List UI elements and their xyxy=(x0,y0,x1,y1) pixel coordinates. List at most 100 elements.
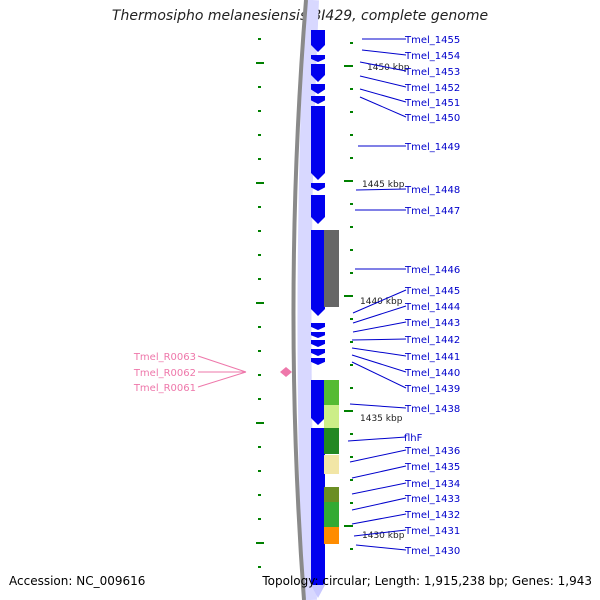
gene-label-tmel_1441[interactable]: Tmel_1441 xyxy=(351,347,460,363)
cds-feature[interactable] xyxy=(311,64,325,82)
feature-block[interactable] xyxy=(324,428,339,454)
gene-label-tmel_1455[interactable]: Tmel_1455 xyxy=(362,35,460,46)
scale-tick xyxy=(350,88,353,90)
kbp-label: 1430 kbp xyxy=(362,531,405,541)
gene-label-text: Tmel_1453 xyxy=(404,67,460,78)
cds-feature[interactable] xyxy=(311,358,325,365)
scale-tick xyxy=(258,206,261,208)
gene-label-text: Tmel_1451 xyxy=(404,98,460,109)
gene-label-text: Tmel_1433 xyxy=(404,494,460,505)
scale-tick xyxy=(350,387,353,389)
gene-label-tmel_1439[interactable]: Tmel_1439 xyxy=(351,361,460,395)
cds-feature[interactable] xyxy=(311,340,325,347)
kbp-label: 1440 kbp xyxy=(360,297,403,307)
feature-block[interactable] xyxy=(324,502,339,527)
scale-tick xyxy=(350,456,353,458)
gene-label-tmel_1451[interactable]: Tmel_1451 xyxy=(359,88,460,109)
gene-label-tmel_1432[interactable]: Tmel_1432 xyxy=(351,510,460,525)
rna-label-tmel_r0063[interactable]: Tmel_R0063 xyxy=(133,352,247,373)
feature-block[interactable] xyxy=(324,405,339,428)
colored-features xyxy=(280,230,339,544)
scale-tick xyxy=(256,62,264,64)
gene-label-tmel_1453[interactable]: Tmel_1453 xyxy=(359,61,460,78)
scale-tick xyxy=(258,86,261,88)
cds-feature[interactable] xyxy=(311,84,325,94)
scale-tick xyxy=(350,157,353,159)
scale-tick xyxy=(350,364,353,366)
gene-label-text: Tmel_1454 xyxy=(404,51,460,62)
gene-label-tmel_1431[interactable]: Tmel_1431 xyxy=(353,526,460,537)
genome-title: Thermosipho melanesiensis BI429, complet… xyxy=(111,8,489,24)
feature-block[interactable] xyxy=(324,455,339,474)
scale-tick xyxy=(350,203,353,205)
gene-label-text: Tmel_1435 xyxy=(404,462,460,473)
feature-block[interactable] xyxy=(324,380,339,405)
gene-label-tmel_1450[interactable]: Tmel_1450 xyxy=(359,96,460,124)
scale-tick xyxy=(256,542,264,544)
cds-feature[interactable] xyxy=(311,183,325,191)
cds-feature[interactable] xyxy=(311,96,325,104)
gene-label-tmel_1444[interactable]: Tmel_1444 xyxy=(352,302,460,324)
rna-label-tmel_r0062[interactable]: Tmel_R0062 xyxy=(133,368,246,379)
cds-feature[interactable] xyxy=(311,195,325,224)
cds-feature[interactable] xyxy=(311,428,325,590)
gene-label-tmel_1446[interactable]: Tmel_1446 xyxy=(355,265,460,276)
gene-label-text: Tmel_1441 xyxy=(404,352,460,363)
gene-label-tmel_1434[interactable]: Tmel_1434 xyxy=(351,479,460,495)
scale-tick xyxy=(256,302,264,304)
gene-label-tmel_1448[interactable]: Tmel_1448 xyxy=(355,185,460,196)
gene-label-tmel_1449[interactable]: Tmel_1449 xyxy=(358,142,460,153)
gene-label-text: Tmel_1439 xyxy=(404,384,460,395)
cds-feature[interactable] xyxy=(311,380,325,425)
feature-block[interactable] xyxy=(324,230,339,307)
gene-label-text: Tmel_1436 xyxy=(404,446,460,457)
scale-tick xyxy=(350,548,353,550)
gene-label-tmel_1430[interactable]: Tmel_1430 xyxy=(355,544,460,557)
cds-feature[interactable] xyxy=(311,323,325,330)
gene-label-text: Tmel_1445 xyxy=(404,286,460,297)
feature-block[interactable] xyxy=(324,487,339,502)
rna-label-tmel_r0061[interactable]: Tmel_R0061 xyxy=(133,371,247,394)
cds-feature[interactable] xyxy=(311,55,325,62)
gene-label-tmel_1447[interactable]: Tmel_1447 xyxy=(355,206,460,217)
cds-feature[interactable] xyxy=(311,30,325,52)
gene-labels[interactable]: Tmel_1455 Tmel_1454 Tmel_1453 Tmel_1452 Tmel… xyxy=(347,35,460,557)
cds-feature[interactable] xyxy=(311,332,325,338)
gene-label-tmel_1452[interactable]: Tmel_1452 xyxy=(359,75,460,94)
gene-label-tmel_1433[interactable]: Tmel_1433 xyxy=(351,494,460,511)
gene-label-tmel_1454[interactable]: Tmel_1454 xyxy=(361,49,460,62)
scale-tick xyxy=(258,398,261,400)
gene-label-tmel_1438[interactable]: Tmel_1438 xyxy=(349,403,460,415)
gene-label-tmel_1445[interactable]: Tmel_1445 xyxy=(352,286,460,314)
gene-label-text: Tmel_1455 xyxy=(404,35,460,46)
cds-feature xyxy=(311,585,325,598)
gene-label-text: Tmel_1446 xyxy=(404,265,460,276)
scale-tick xyxy=(256,422,264,424)
scale-tick xyxy=(258,230,261,232)
rna-labels[interactable]: Tmel_R0063 Tmel_R0062 Tmel_R0061 xyxy=(133,352,247,394)
genome-backbone xyxy=(291,0,308,600)
scale-tick xyxy=(344,525,353,527)
gene-label-tmel_1443[interactable]: Tmel_1443 xyxy=(352,318,460,333)
gene-label-flhf[interactable]: flhF xyxy=(347,433,423,444)
gene-label-tmel_1442[interactable]: Tmel_1442 xyxy=(351,335,460,346)
scale-tick xyxy=(258,566,261,568)
gene-label-text: Tmel_1430 xyxy=(404,546,460,557)
kbp-label: 1435 kbp xyxy=(360,414,403,424)
gene-label-tmel_1440[interactable]: Tmel_1440 xyxy=(351,354,460,379)
feature-block[interactable] xyxy=(324,527,339,544)
gene-label-text: Tmel_1452 xyxy=(404,83,460,94)
gene-label-tmel_1435[interactable]: Tmel_1435 xyxy=(351,462,460,479)
cds-feature[interactable] xyxy=(311,106,325,180)
gene-label-tmel_1436[interactable]: Tmel_1436 xyxy=(349,446,460,463)
inner-band xyxy=(297,0,319,600)
cds-feature[interactable] xyxy=(311,230,325,316)
gene-label-text: flhF xyxy=(404,433,423,444)
scale-tick xyxy=(350,249,353,251)
scale-tick xyxy=(350,502,353,504)
rna-feature[interactable] xyxy=(280,367,292,377)
cds-feature[interactable] xyxy=(311,349,325,356)
scale-tick xyxy=(350,272,353,274)
